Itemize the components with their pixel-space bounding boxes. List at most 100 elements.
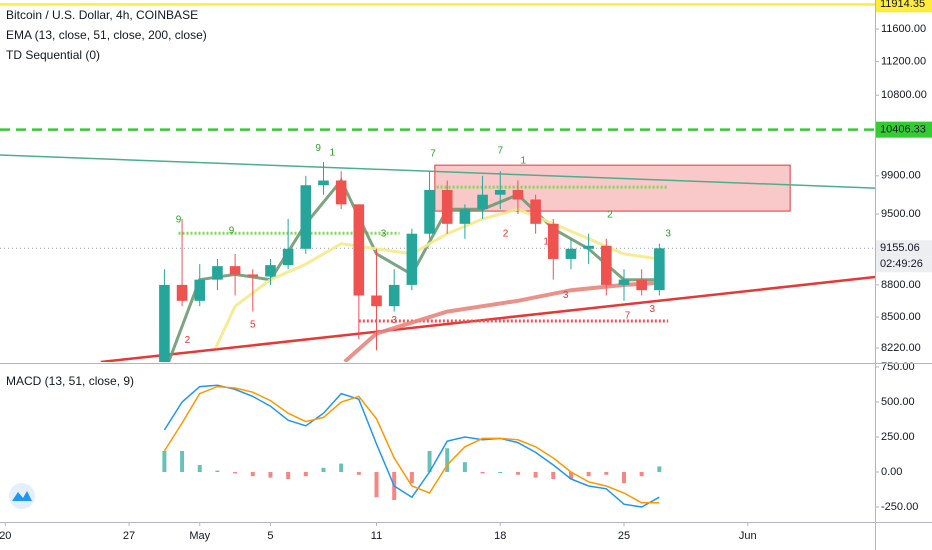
candle-body: [194, 279, 206, 301]
price-label-box: [876, 240, 932, 257]
histogram-bar: [533, 472, 538, 478]
candle-body: [565, 248, 577, 259]
td-label: 1: [543, 236, 549, 247]
countdown: 02:49:26: [880, 258, 923, 270]
chart-title: Bitcoin / U.S. Dollar, 4h, COINBASE: [6, 8, 198, 22]
logo[interactable]: [9, 483, 35, 509]
y-tick-label: 750.00: [881, 361, 915, 373]
y-tick-label: 11200.00: [881, 55, 926, 67]
histogram-bar: [462, 462, 467, 473]
td-label: 9: [229, 225, 235, 236]
histogram-bar: [551, 472, 556, 480]
td-label: 9: [176, 215, 182, 226]
td-label: 1: [330, 147, 336, 158]
candle-body: [300, 185, 312, 249]
histogram-bar: [339, 463, 344, 473]
candle-body: [318, 180, 329, 186]
histogram-bar: [586, 472, 591, 477]
candle-body: [583, 245, 594, 249]
y-tick-label: 8220.00: [881, 342, 921, 354]
candle-body: [530, 199, 541, 224]
candle-body: [406, 233, 418, 285]
logo-shape[interactable]: [12, 491, 32, 501]
candle-body: [353, 204, 365, 296]
histogram-bar: [657, 466, 662, 473]
histogram-bar: [427, 450, 432, 473]
candle-body: [247, 274, 259, 277]
candle-body: [477, 194, 488, 210]
y-tick-label: 10800.00: [881, 89, 927, 101]
trendline: [100, 275, 875, 362]
histogram-bar: [356, 472, 361, 475]
candle-body: [176, 284, 188, 301]
x-tick-label: 11: [371, 530, 382, 542]
td-label: 7: [497, 146, 503, 157]
candle-body: [636, 279, 647, 291]
td-label: 3: [649, 304, 655, 315]
y-tick-label: 8800.00: [881, 279, 921, 291]
candle-body: [512, 189, 524, 200]
x-tick-label: Jun: [739, 530, 757, 542]
indicator-label: EMA (13, close, 51, close, 200, close): [6, 28, 207, 42]
histogram-bar: [480, 472, 485, 474]
x-tick-label: 5: [267, 530, 273, 542]
histogram-bar: [286, 472, 291, 480]
histogram-bar: [604, 472, 609, 475]
x-tick-label: 27: [123, 530, 135, 542]
candle-body: [265, 265, 276, 277]
td-label: 3: [563, 290, 569, 301]
macd-line: [163, 384, 660, 508]
histogram-bar: [250, 472, 255, 477]
histogram-bar: [233, 472, 238, 474]
macd-line: [163, 385, 660, 504]
td-label: 9: [315, 143, 321, 154]
candle-body: [212, 266, 223, 280]
histogram-bar: [639, 472, 644, 477]
logo-circle[interactable]: [9, 483, 35, 509]
y-tick-label: 8500.00: [881, 311, 921, 323]
candle-body: [601, 245, 612, 285]
td-label: 7: [430, 148, 436, 159]
histogram-bar: [409, 472, 414, 484]
td-label: 3: [381, 228, 387, 239]
candle-body: [229, 266, 241, 275]
x-tick-label: 20: [0, 530, 11, 542]
y-tick-label: 9500.00: [881, 208, 921, 220]
td-label: 2: [503, 228, 509, 239]
price-label: 11914.35: [880, 0, 925, 10]
trendline: [0, 154, 875, 189]
histogram-bar: [180, 450, 185, 473]
y-tick-label: 9900.00: [881, 170, 921, 182]
histogram-bar: [515, 472, 520, 475]
candle-body: [335, 180, 347, 205]
histogram-bar: [568, 472, 573, 480]
histogram-bar: [621, 472, 626, 484]
td-label: 3: [391, 315, 397, 326]
candle-body: [388, 284, 400, 307]
candle-body: [654, 248, 665, 291]
candle-body: [282, 248, 294, 266]
histogram-bar: [498, 472, 503, 474]
histogram-bar: [215, 470, 220, 473]
resistance-zone: [434, 164, 791, 212]
histogram-bar: [374, 472, 379, 498]
candle-body: [494, 189, 506, 195]
macd-title: MACD (13, 51, close, 9): [6, 374, 134, 388]
x-tick-label: 25: [618, 530, 630, 542]
histogram-bar: [197, 464, 202, 473]
td-label: 2: [185, 335, 191, 346]
td-label: 3: [665, 228, 671, 239]
histogram-bar: [321, 467, 326, 473]
candle-body: [459, 209, 471, 224]
y-tick-label: 250.00: [881, 431, 915, 443]
td-label: 7: [625, 311, 631, 322]
histogram-bar: [268, 472, 273, 478]
x-tick-label: May: [189, 530, 210, 542]
price-label: 10406.33: [880, 124, 926, 136]
y-tick-label: 500.00: [881, 396, 915, 408]
price-label-box: [876, 121, 932, 138]
